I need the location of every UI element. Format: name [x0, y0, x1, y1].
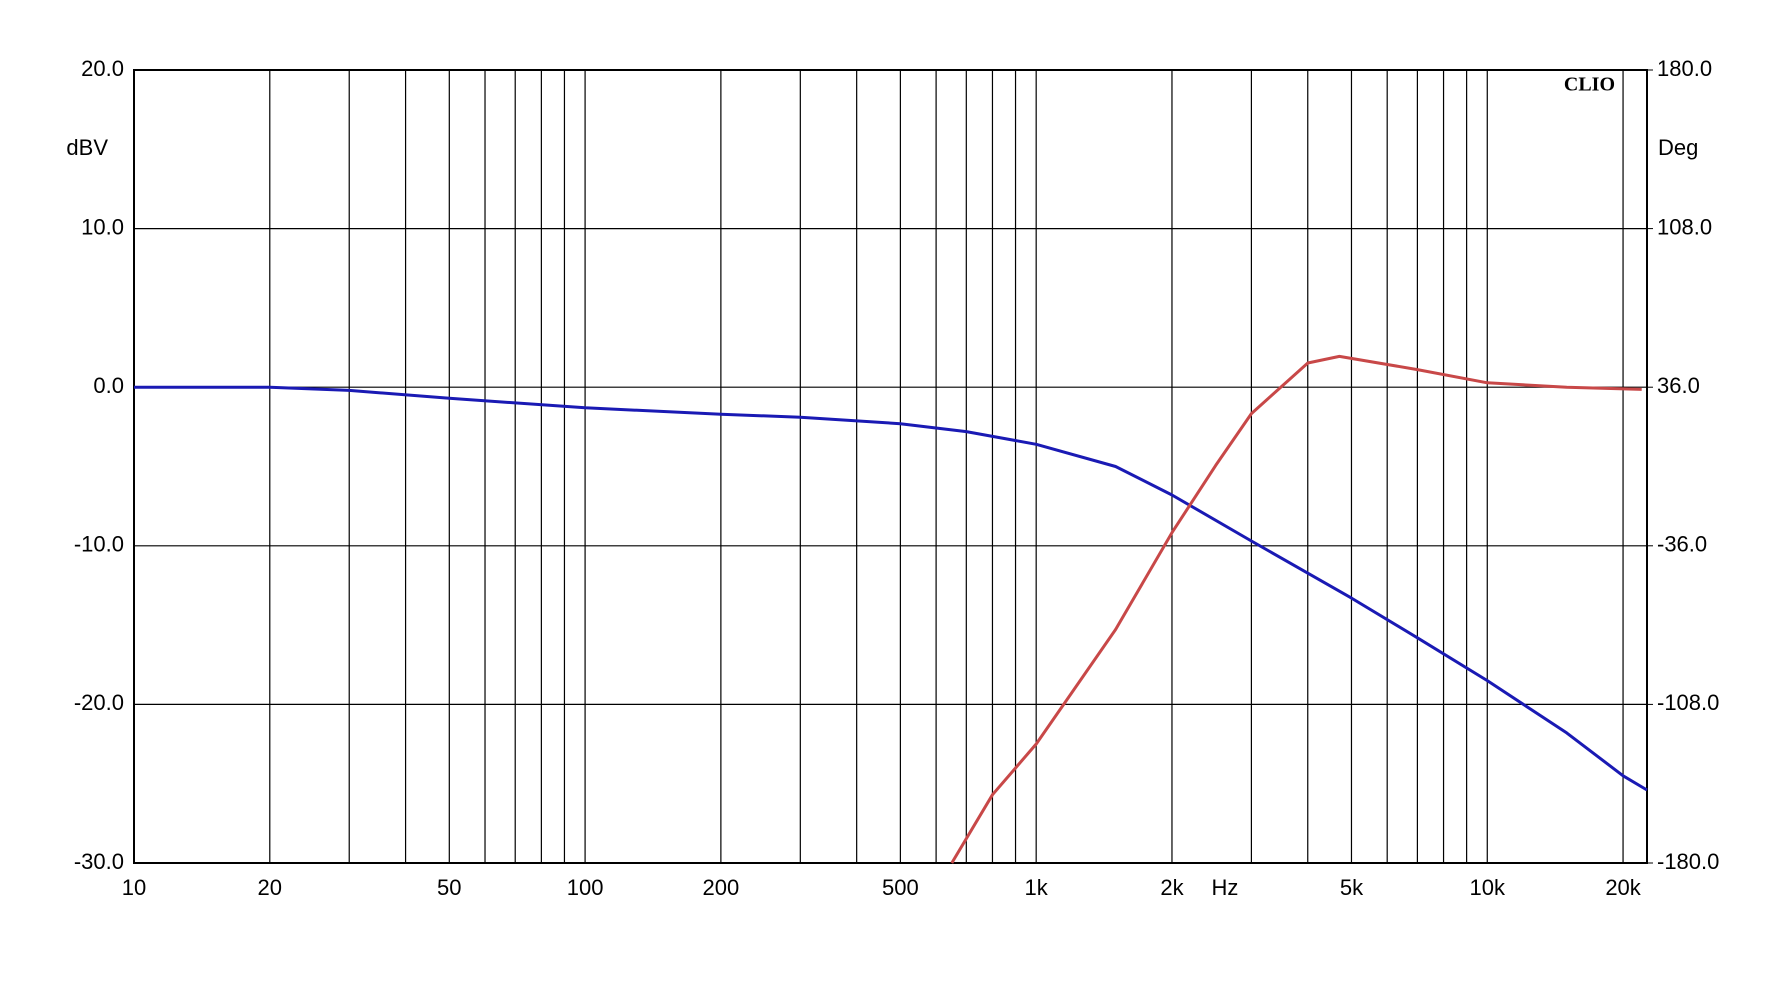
y-tick-label: -30.0	[74, 849, 124, 874]
y2-tick-label: -180.0	[1657, 849, 1719, 874]
y-tick-label: -20.0	[74, 690, 124, 715]
series-line	[134, 385, 1648, 792]
x-tick-label: 20	[258, 875, 282, 900]
y-tick-label: 10.0	[81, 214, 124, 239]
y2-axis-label: Deg	[1658, 135, 1698, 160]
y-tick-label: 20.0	[81, 56, 124, 81]
y-tick-label: 0.0	[93, 373, 124, 398]
y2-tick-label: 180.0	[1657, 56, 1712, 81]
x-tick-label: 10k	[1470, 875, 1506, 900]
y-tick-label: -10.0	[74, 532, 124, 557]
series-line	[950, 354, 1642, 864]
y2-tick-label: 108.0	[1657, 214, 1712, 239]
brand: CLIO	[1564, 74, 1615, 96]
x-tick-label: 50	[437, 875, 461, 900]
plot-frame	[133, 69, 1648, 864]
y2-tick-label: -108.0	[1657, 690, 1719, 715]
y-axis-label: dBV	[66, 135, 108, 160]
y2-tick-label: 36.0	[1657, 373, 1700, 398]
x-tick-label: 20k	[1605, 875, 1641, 900]
x-tick-label: 100	[567, 875, 604, 900]
x-tick-label: 5k	[1340, 875, 1364, 900]
x-tick-label: 10	[122, 875, 146, 900]
x-axis-label: Hz	[1212, 875, 1239, 900]
y2-tick-label: -36.0	[1657, 532, 1707, 557]
x-tick-label: 500	[882, 875, 919, 900]
x-tick-label: 200	[703, 875, 740, 900]
x-tick-label: 2k	[1160, 875, 1184, 900]
x-tick-label: 1k	[1025, 875, 1049, 900]
